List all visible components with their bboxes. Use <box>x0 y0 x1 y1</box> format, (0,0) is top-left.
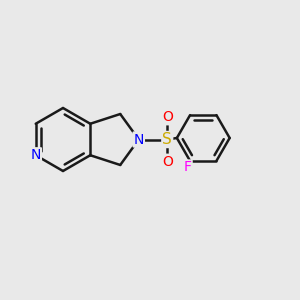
Text: O: O <box>162 155 173 169</box>
Text: F: F <box>184 160 192 175</box>
Text: O: O <box>162 110 173 124</box>
Text: N: N <box>31 148 41 162</box>
Text: N: N <box>134 133 144 146</box>
Text: S: S <box>162 132 172 147</box>
